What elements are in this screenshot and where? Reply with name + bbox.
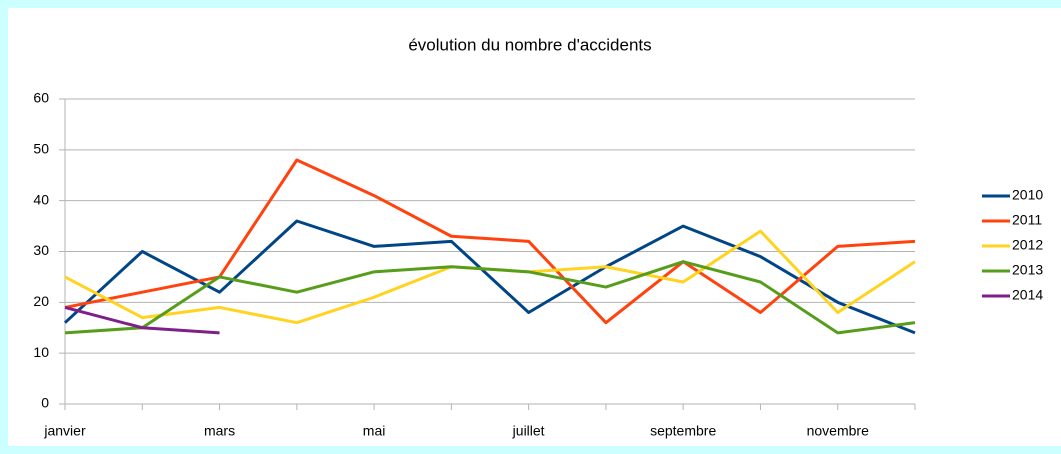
y-tick-label: 40 <box>33 191 49 207</box>
legend-label: 2013 <box>1012 262 1043 278</box>
y-tick-label: 30 <box>33 242 49 258</box>
x-tick-label: mai <box>363 423 386 439</box>
x-tick-label: novembre <box>807 423 869 439</box>
y-tick-label: 0 <box>41 395 49 411</box>
legend-label: 2010 <box>1012 187 1043 203</box>
legend-label: 2011 <box>1012 212 1042 228</box>
chart-title: évolution du nombre d'accidents <box>408 35 651 54</box>
x-tick-label: janvier <box>43 423 86 439</box>
series-line <box>64 305 220 335</box>
chart-panel <box>8 8 1061 446</box>
y-tick-label: 50 <box>33 141 49 157</box>
legend-label: 2014 <box>1012 287 1043 303</box>
y-tick-label: 20 <box>33 293 49 309</box>
x-tick-label: mars <box>204 423 235 439</box>
series-line <box>64 158 916 325</box>
legend-label: 2012 <box>1012 237 1043 253</box>
y-tick-label: 60 <box>33 90 49 106</box>
x-tick-label: septembre <box>650 423 716 439</box>
series-line <box>64 260 916 335</box>
x-tick-label: juillet <box>512 423 545 439</box>
y-tick-label: 10 <box>33 344 49 360</box>
